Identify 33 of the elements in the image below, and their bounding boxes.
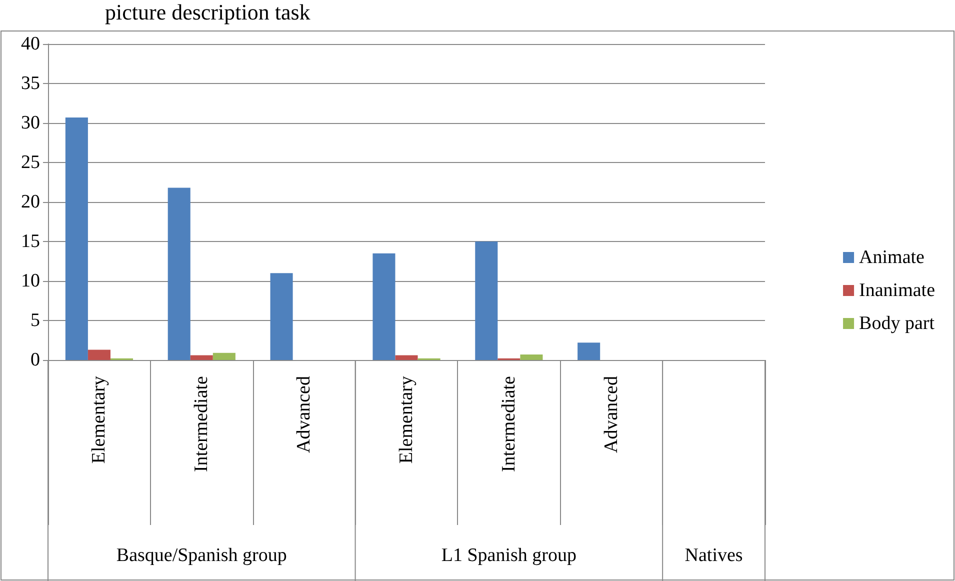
y-tick-label: 20 (21, 192, 40, 212)
bar (520, 354, 543, 360)
bar (65, 117, 88, 360)
x-tick-label: Elementary (88, 376, 110, 464)
y-tick-label: 10 (21, 270, 40, 292)
legend-label: Inanimate (859, 280, 936, 301)
text: L1 Spanish group (441, 545, 576, 566)
bar (372, 253, 396, 360)
y-tick-label: 0 (30, 350, 40, 370)
x-tick-label: Intermediate (191, 376, 212, 472)
y-tick-label: 40 (21, 34, 40, 54)
bar (190, 355, 213, 360)
bar (475, 242, 498, 360)
x-tick-label: Intermediate (498, 376, 520, 472)
x-tick-label: Advanced (294, 376, 315, 454)
x-tick-label: Advanced (600, 376, 622, 454)
y-tick-label: 15 (21, 231, 40, 252)
x-tick-label: Elementary (396, 376, 417, 464)
legend-label: Body part (859, 313, 936, 334)
y-tick-label: 25 (21, 152, 40, 173)
chart-title: picture description task (105, 0, 310, 24)
legend-label: Animate (859, 247, 924, 268)
bar (395, 355, 418, 360)
bar (88, 350, 110, 360)
bar (270, 273, 293, 360)
bar (578, 342, 600, 360)
bar (168, 188, 190, 360)
y-tick-label: 30 (21, 112, 40, 134)
text: Natives (684, 545, 743, 566)
y-tick-label: 5 (30, 310, 40, 331)
text: Basque/Spanish group (116, 545, 287, 566)
bar (212, 352, 236, 360)
y-tick-label: 35 (21, 73, 40, 94)
